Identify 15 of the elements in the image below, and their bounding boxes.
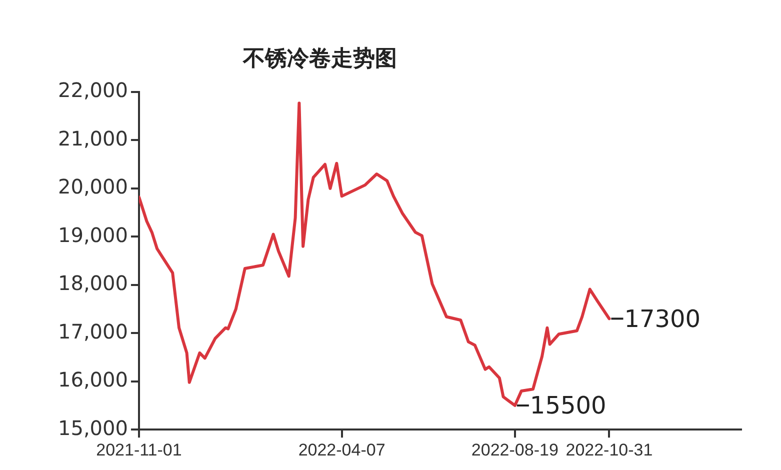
y-tick-label: 15,000 <box>58 416 128 440</box>
y-tick-label: 17,000 <box>58 319 128 344</box>
y-tick-label: 21,000 <box>58 126 128 150</box>
annotation: 17300 <box>624 304 701 333</box>
y-tick-label: 19,000 <box>58 222 128 247</box>
x-tick-label: 2022-10-31 <box>566 440 653 460</box>
x-tick-label: 2022-04-07 <box>298 440 386 460</box>
annotation: 15500 <box>530 392 606 420</box>
chart-title: 不锈冷卷走势图 <box>242 46 397 72</box>
x-tick-label: 2021-11-01 <box>96 440 182 460</box>
y-tick-label: 16,000 <box>58 368 128 392</box>
y-tick-label: 22,000 <box>58 78 128 102</box>
y-tick-label: 20,000 <box>58 174 128 199</box>
y-tick-label: 18,000 <box>58 271 128 296</box>
x-tick-label: 2022-08-19 <box>471 440 558 460</box>
